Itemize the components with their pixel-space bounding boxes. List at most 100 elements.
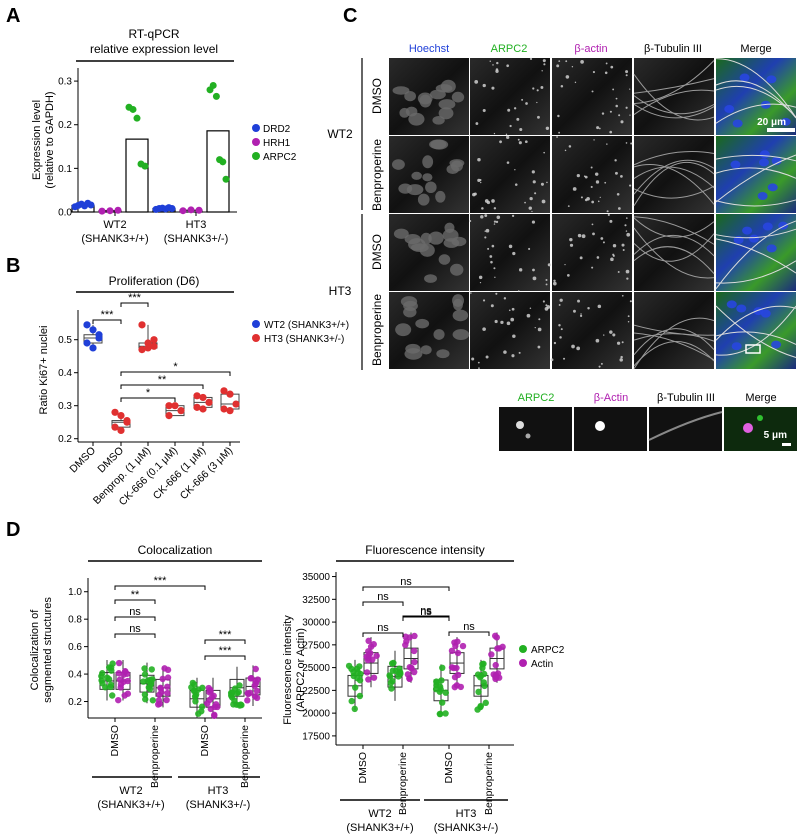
zoom-tile-1: [574, 407, 647, 451]
point: [108, 667, 115, 674]
point: [124, 677, 131, 685]
puncta: [627, 321, 630, 323]
bracket-5: [402, 616, 450, 621]
merge-nucleus: [736, 304, 747, 313]
puncta: [485, 228, 490, 233]
point: [138, 321, 146, 329]
sig-label-5: ns: [420, 606, 432, 618]
puncta: [546, 305, 551, 309]
puncta: [540, 86, 544, 89]
puncta: [596, 256, 600, 259]
puncta: [597, 304, 602, 309]
bracket-1: [362, 601, 404, 606]
panel-a: A RT-qPCR relative expression level Expr…: [6, 5, 297, 245]
point: [146, 685, 154, 693]
point-hrh1: [114, 206, 122, 214]
point: [199, 405, 207, 413]
bracket-5: [204, 655, 246, 660]
panel-d-letter: D: [6, 519, 20, 541]
puncta: [542, 59, 546, 63]
zoom-channel-tubulin: β-Tubulin III: [657, 392, 715, 404]
puncta: [571, 344, 575, 349]
point: [365, 676, 372, 683]
puncta: [472, 192, 476, 197]
puncta: [485, 355, 489, 359]
puncta: [621, 243, 625, 247]
y-tick-label: 35000: [302, 572, 330, 583]
point: [207, 686, 214, 694]
point: [389, 667, 396, 674]
point: [451, 673, 459, 681]
merge-neurite: [715, 305, 797, 359]
nucleus: [395, 323, 412, 337]
panel-b-legend: WT2 (SHANK3+/+) HT3 (SHANK3+/-): [252, 320, 349, 345]
nucleus: [408, 112, 425, 126]
legend-dot-hrh1: [252, 138, 260, 146]
point: [149, 697, 157, 704]
bracket-3: [114, 633, 156, 638]
point: [475, 688, 482, 696]
merge-nucleus: [766, 244, 777, 253]
puncta: [625, 217, 628, 219]
merge-nucleus: [771, 340, 782, 349]
micrograph-r0-c3: [634, 58, 714, 135]
point: [141, 671, 149, 678]
x-tick-label: Benproperine: [397, 752, 409, 815]
puncta: [531, 170, 535, 174]
puncta: [618, 114, 621, 117]
point: [220, 405, 228, 413]
puncta: [478, 367, 480, 369]
bracket-ck1: [120, 384, 204, 389]
puncta: [560, 84, 564, 88]
puncta: [553, 279, 556, 283]
panel-b-title: Proliferation (D6): [109, 274, 200, 288]
point: [402, 633, 409, 640]
merge-nucleus: [730, 160, 741, 169]
point: [111, 408, 119, 416]
puncta: [568, 145, 572, 148]
puncta: [620, 355, 623, 359]
puncta: [519, 127, 523, 132]
y-tick-label: 0.2: [58, 120, 72, 131]
point: [253, 687, 261, 695]
bracket-0: [362, 586, 450, 591]
point: [115, 659, 123, 667]
puncta: [474, 80, 479, 84]
nucleus: [406, 184, 424, 196]
neurite: [633, 246, 715, 274]
line-ht3: HT3: [329, 284, 352, 298]
point: [386, 673, 394, 680]
puncta: [556, 64, 560, 68]
point: [356, 692, 364, 700]
puncta: [477, 361, 480, 364]
puncta: [558, 60, 561, 63]
point: [205, 398, 213, 406]
point: [102, 684, 109, 691]
point: [351, 684, 359, 691]
puncta: [557, 114, 560, 118]
puncta: [489, 255, 493, 258]
neurite: [633, 159, 715, 195]
puncta: [592, 70, 596, 74]
bracket-3: [362, 632, 404, 637]
point: [370, 641, 377, 648]
merge-nucleus: [748, 234, 759, 243]
panel-d-left-title: Colocalization: [138, 543, 213, 557]
point: [198, 703, 206, 710]
zoom-channel-arpc2: ARPC2: [518, 392, 555, 404]
point: [193, 403, 201, 411]
puncta: [587, 307, 590, 310]
y-tick-label: 30000: [302, 618, 330, 629]
panel-a-plot: [71, 81, 230, 215]
sig-ck3: *: [173, 361, 178, 373]
point: [248, 674, 255, 682]
neurite: [633, 78, 715, 94]
puncta: [508, 244, 513, 249]
puncta: [495, 220, 499, 224]
puncta: [543, 63, 546, 66]
sig-label-3: ns: [377, 622, 389, 634]
point: [115, 670, 123, 677]
point-drd2: [168, 205, 176, 213]
point: [138, 346, 146, 354]
